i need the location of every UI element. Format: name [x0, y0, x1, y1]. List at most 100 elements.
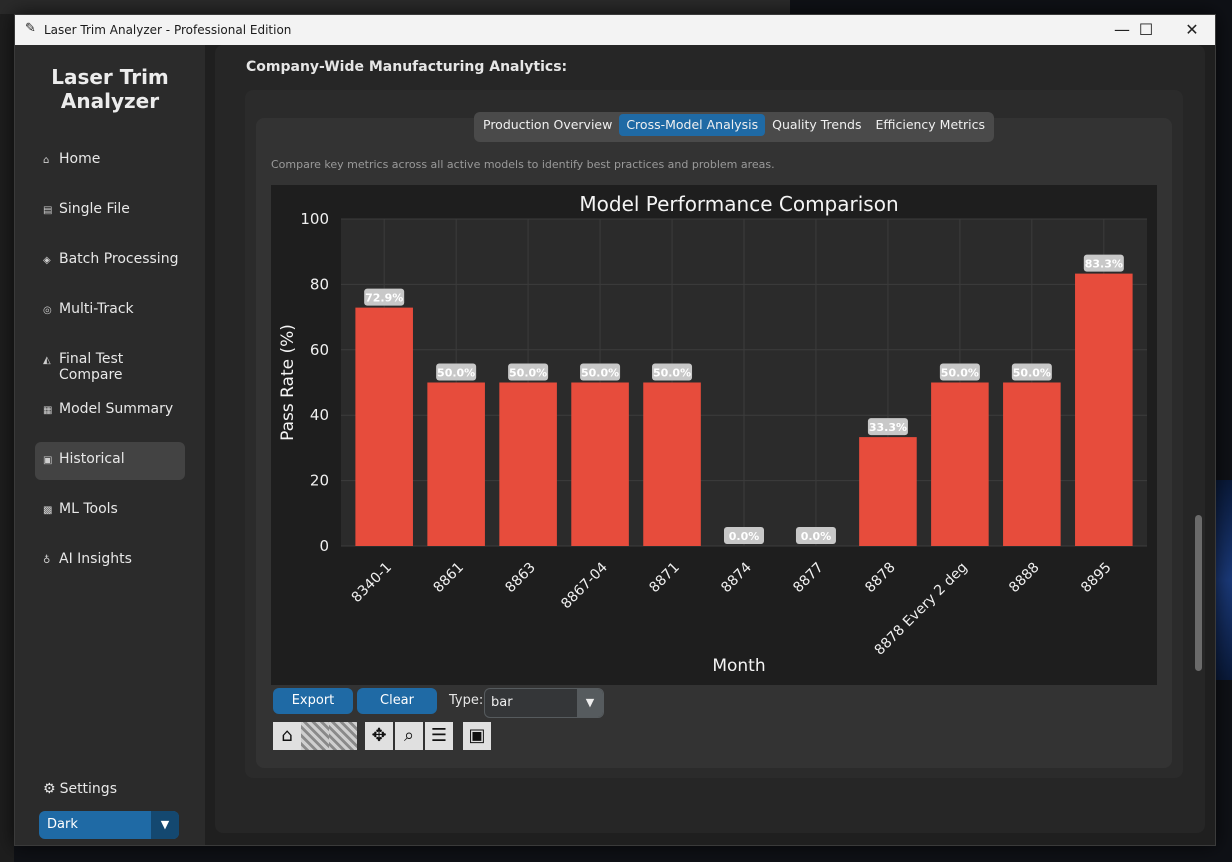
- tab-cross-model-analysis[interactable]: Cross-Model Analysis: [619, 114, 766, 136]
- sidebar-item-batch-processing[interactable]: ◈ Batch Processing: [35, 242, 185, 280]
- summary-icon: ▦: [43, 405, 53, 416]
- settings-label: Settings: [59, 781, 117, 797]
- app-brand: Laser Trim Analyzer: [15, 65, 205, 113]
- type-label: Type:: [449, 693, 484, 708]
- sidebar-item-label: Model Summary: [59, 401, 174, 417]
- chart-controls: Export Clear Type: bar ▼: [273, 688, 973, 718]
- back-icon[interactable]: [301, 722, 329, 750]
- y-tick-label: 0: [319, 537, 329, 555]
- home-icon: ⌂: [43, 155, 50, 166]
- data-label: 0.0%: [801, 530, 832, 543]
- bar: [859, 437, 917, 546]
- data-label: 72.9%: [365, 292, 403, 305]
- sidebar-item-label: Batch Processing: [59, 251, 179, 267]
- historical-icon: ▣: [43, 455, 53, 466]
- sidebar-item-model-summary[interactable]: ▦ Model Summary: [35, 392, 185, 430]
- zoom-icon[interactable]: ⌕: [395, 722, 423, 750]
- bar: [931, 382, 989, 546]
- sidebar-item-multi-track[interactable]: ◎ Multi-Track: [35, 292, 185, 330]
- home-icon[interactable]: ⌂: [273, 722, 301, 750]
- sidebar-item-label: AI Insights: [59, 551, 132, 567]
- bar-chart: 0 20 40 60 80 100 72.9% 8340-1 50.0% 8861 50.0% 886…: [278, 192, 1147, 676]
- chevron-down-icon[interactable]: ▼: [151, 811, 179, 839]
- chart-canvas[interactable]: 0 20 40 60 80 100 72.9% 8340-1 50.0% 8861 50.0% 886…: [271, 185, 1157, 685]
- y-axis-label: Pass Rate (%): [278, 324, 298, 441]
- close-button[interactable]: ✕: [1185, 20, 1199, 39]
- chart-type-select[interactable]: bar ▼: [484, 688, 604, 718]
- data-label: 50.0%: [1013, 367, 1051, 380]
- export-button[interactable]: Export: [273, 688, 353, 714]
- sidebar-item-single-file[interactable]: ▤ Single File: [35, 192, 185, 230]
- data-label: 83.3%: [1085, 258, 1123, 271]
- clear-button[interactable]: Clear: [357, 688, 437, 714]
- sidebar-item-ml-tools[interactable]: ▩ ML Tools: [35, 492, 185, 530]
- vertical-scrollbar[interactable]: [1195, 515, 1202, 671]
- data-label: 33.3%: [869, 421, 907, 434]
- analytics-tabview: Production Overview Cross-Model Analysis Q…: [256, 112, 1172, 768]
- file-icon: ▤: [43, 205, 53, 216]
- y-tick-label: 20: [310, 472, 329, 490]
- tab-efficiency-metrics[interactable]: Efficiency Metrics: [875, 117, 986, 132]
- section-title: Company-Wide Manufacturing Analytics:: [246, 59, 568, 75]
- batch-icon: ◈: [43, 255, 51, 266]
- compare-icon: ◭: [43, 355, 51, 366]
- main-content: Company-Wide Manufacturing Analytics: Pr…: [205, 45, 1215, 845]
- y-tick-label: 40: [310, 406, 329, 424]
- bar: [427, 382, 485, 546]
- sidebar-item-ai-insights[interactable]: ♁ AI Insights: [35, 542, 185, 580]
- plot-navigation-toolbar: ⌂ ✥ ⌕ ☰ ▣: [273, 722, 513, 752]
- tab-quality-trends[interactable]: Quality Trends: [772, 117, 862, 132]
- data-label-box: [795, 527, 836, 544]
- scrollable-panel: Company-Wide Manufacturing Analytics: Pr…: [215, 45, 1205, 833]
- data-label-box: [939, 363, 980, 381]
- x-tick-label: 8867-04: [558, 559, 611, 612]
- chevron-down-icon[interactable]: ▼: [577, 689, 603, 717]
- data-label-box: [724, 527, 764, 544]
- title-bar: ✎ Laser Trim Analyzer - Professional Edi…: [15, 15, 1215, 45]
- bar: [499, 382, 557, 546]
- background-editor-tabs: [0, 0, 790, 14]
- save-icon[interactable]: ▣: [463, 722, 491, 750]
- maximize-button[interactable]: ☐: [1138, 20, 1154, 39]
- data-label-box: [1011, 363, 1052, 381]
- sidebar-item-historical[interactable]: ▣ Historical: [35, 442, 185, 480]
- data-label-box: [580, 363, 621, 381]
- tab-description: Compare key metrics across all active mo…: [271, 158, 775, 171]
- y-tick-label: 100: [300, 210, 329, 228]
- forward-icon[interactable]: [329, 722, 357, 750]
- bar: [1075, 273, 1133, 546]
- data-label-box: [652, 363, 693, 381]
- bar: [571, 382, 629, 546]
- bar: [643, 382, 701, 546]
- configure-subplots-icon[interactable]: ☰: [425, 722, 453, 750]
- pan-icon[interactable]: ✥: [365, 722, 393, 750]
- x-tick-label: 8888: [1006, 560, 1043, 597]
- sidebar-item-final-test-compare[interactable]: ◭ Final Test Compare: [35, 342, 185, 383]
- data-label-box: [364, 288, 405, 306]
- bar: [355, 307, 413, 546]
- tab-bar: Production Overview Cross-Model Analysis Q…: [474, 112, 995, 142]
- data-label: 0.0%: [729, 530, 760, 543]
- data-label: 50.0%: [509, 367, 547, 380]
- sidebar-item-label: Multi-Track: [59, 301, 134, 317]
- tab-production-overview[interactable]: Production Overview: [483, 117, 613, 132]
- ml-icon: ▩: [43, 505, 53, 516]
- sidebar-item-label: Single File: [59, 201, 130, 217]
- x-tick-label: 8874: [718, 559, 755, 596]
- x-axis-label: Month: [712, 656, 765, 676]
- settings-button[interactable]: ⚙ Settings: [43, 781, 117, 797]
- sidebar: Laser Trim Analyzer ⌂ Home ▤ Single File ◈ Bat…: [15, 45, 205, 845]
- feather-icon: ✎: [25, 21, 36, 36]
- appearance-mode-select[interactable]: Dark ▼: [39, 811, 179, 839]
- x-tick-label: 8877: [790, 560, 827, 597]
- x-tick-label: 8871: [646, 560, 683, 597]
- appearance-mode-value: Dark: [47, 817, 78, 832]
- multitrack-icon: ◎: [43, 305, 52, 316]
- y-tick-label: 60: [310, 341, 329, 359]
- data-label: 50.0%: [653, 367, 691, 380]
- y-tick-label: 80: [310, 275, 329, 293]
- minimize-button[interactable]: —: [1114, 20, 1130, 39]
- window-title: Laser Trim Analyzer - Professional Editi…: [44, 23, 292, 37]
- brand-line: Laser Trim Analyzer: [51, 65, 169, 113]
- sidebar-item-home[interactable]: ⌂ Home: [35, 142, 185, 180]
